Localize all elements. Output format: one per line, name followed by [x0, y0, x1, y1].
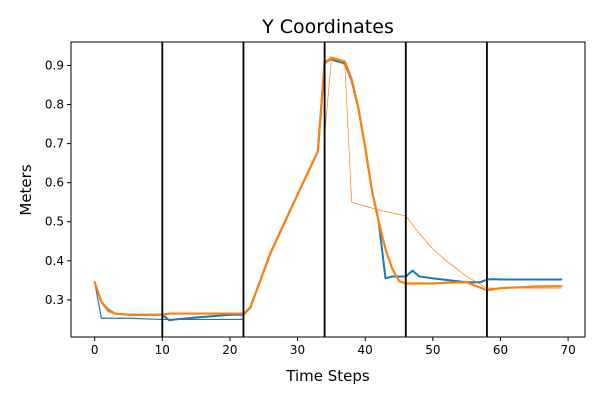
x-tick-label: 40	[358, 343, 373, 357]
series-line-4	[93, 56, 563, 316]
y-tick-label: 0.3	[45, 293, 64, 307]
y-tick-label: 0.6	[45, 176, 64, 190]
x-tick-label: 60	[493, 343, 508, 357]
y-axis-label: Meters	[17, 164, 35, 215]
x-tick-label: 70	[560, 343, 575, 357]
y-tick-label: 0.8	[45, 98, 64, 112]
x-tick-label: 10	[155, 343, 170, 357]
y-tick-label: 0.5	[45, 215, 64, 229]
chart-title: Y Coordinates	[261, 16, 394, 38]
series-line-1	[94, 281, 245, 321]
x-tick-label: 30	[290, 343, 305, 357]
y-tick-label: 0.4	[45, 254, 64, 268]
series-line-3	[324, 59, 562, 289]
x-tick-label: 0	[91, 343, 99, 357]
y-tick-label: 0.7	[45, 137, 64, 151]
x-tick-label: 50	[425, 343, 440, 357]
x-axis-label: Time Steps	[285, 367, 370, 385]
x-tick-label: 20	[222, 343, 237, 357]
y-tick-label: 0.9	[45, 58, 64, 72]
plot-area: 0 10 20 30 40 50 60 70 0.3 0.4 0.5 0.6 0.7 0.8 0.9	[45, 41, 586, 357]
axes-frame	[70, 41, 586, 338]
